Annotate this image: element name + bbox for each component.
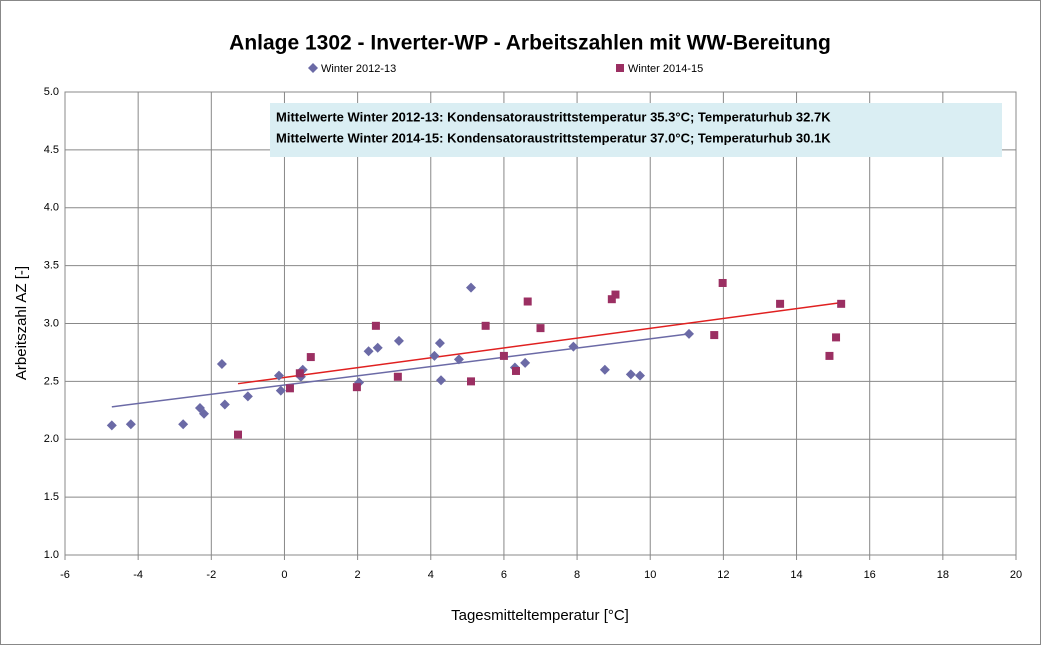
- y-tick-label: 1.5: [44, 491, 59, 503]
- legend-marker: [308, 63, 318, 73]
- x-axis-label: Tagesmitteltemperatur [°C]: [451, 607, 629, 624]
- x-tick-label: 4: [428, 569, 434, 581]
- y-tick-label: 3.5: [44, 260, 59, 272]
- square-marker: [710, 331, 719, 340]
- y-tick-label: 5.0: [44, 86, 59, 98]
- diamond-marker: [219, 399, 230, 410]
- x-tick-label: -6: [60, 569, 70, 581]
- x-tick-label: 18: [937, 569, 949, 581]
- trend-line: [237, 301, 842, 385]
- square-marker: [285, 384, 294, 393]
- legend-marker: [616, 64, 624, 72]
- diamond-marker: [275, 385, 286, 396]
- square-marker: [467, 377, 476, 386]
- chart-title: Anlage 1302 - Inverter-WP - Arbeitszahle…: [229, 32, 831, 55]
- diamond-marker: [106, 420, 117, 431]
- diamond-marker: [198, 408, 209, 419]
- square-marker: [481, 321, 490, 330]
- x-tick-label: -4: [133, 569, 143, 581]
- diamond-marker: [434, 338, 445, 349]
- square-marker: [776, 299, 785, 308]
- square-marker: [718, 278, 727, 287]
- square-marker: [611, 290, 620, 299]
- diamond-marker: [429, 350, 440, 361]
- square-marker: [536, 324, 545, 333]
- y-tick-label: 3.0: [44, 317, 59, 329]
- diamond-marker: [178, 419, 189, 430]
- square-marker: [511, 366, 520, 375]
- y-axis-label: Arbeitszahl AZ [-]: [13, 266, 30, 380]
- diamond-marker: [466, 282, 477, 293]
- square-marker: [832, 333, 841, 342]
- diamond-marker: [436, 375, 447, 386]
- x-tick-label: 2: [355, 569, 361, 581]
- square-marker: [234, 430, 243, 439]
- x-tick-label: 8: [574, 569, 580, 581]
- legend-label: Winter 2014-15: [628, 63, 703, 75]
- x-tick-label: -2: [206, 569, 216, 581]
- legend-label: Winter 2012-13: [321, 63, 396, 75]
- diamond-marker: [634, 370, 645, 381]
- diamond-marker: [363, 346, 374, 357]
- y-tick-label: 2.0: [44, 433, 59, 445]
- trend-line: [111, 333, 690, 408]
- annotation-box: [270, 103, 1002, 157]
- annotation: Mittelwerte Winter 2012-13: Kondensatora…: [276, 109, 831, 124]
- diamond-marker: [684, 328, 695, 339]
- x-tick-label: 6: [501, 569, 507, 581]
- x-tick-label: 0: [281, 569, 287, 581]
- y-tick-label: 2.5: [44, 375, 59, 387]
- x-tick-label: 10: [644, 569, 656, 581]
- square-marker: [295, 369, 304, 378]
- diamond-marker: [625, 369, 636, 380]
- square-marker: [523, 297, 532, 306]
- annotation: Mittelwerte Winter 2014-15: Kondensatora…: [276, 130, 831, 145]
- diamond-marker: [568, 341, 579, 352]
- square-marker: [499, 351, 508, 360]
- y-tick-label: 4.5: [44, 144, 59, 156]
- square-marker: [837, 299, 846, 308]
- diamond-marker: [599, 364, 610, 375]
- diamond-marker: [372, 342, 383, 353]
- square-marker: [371, 321, 380, 330]
- square-marker: [352, 383, 361, 392]
- diamond-marker: [273, 370, 284, 381]
- x-tick-label: 16: [864, 569, 876, 581]
- x-tick-label: 14: [790, 569, 802, 581]
- diamond-marker: [520, 357, 531, 368]
- diamond-marker: [216, 359, 227, 370]
- square-marker: [607, 295, 616, 304]
- y-tick-label: 4.0: [44, 202, 59, 214]
- diamond-marker: [242, 391, 253, 402]
- square-marker: [393, 372, 402, 381]
- diamond-marker: [453, 354, 464, 365]
- diamond-marker: [393, 335, 404, 346]
- diamond-marker: [125, 419, 136, 430]
- x-tick-label: 12: [717, 569, 729, 581]
- x-tick-label: 20: [1010, 569, 1022, 581]
- square-marker: [306, 353, 315, 362]
- square-marker: [825, 351, 834, 360]
- y-tick-label: 1.0: [44, 549, 59, 561]
